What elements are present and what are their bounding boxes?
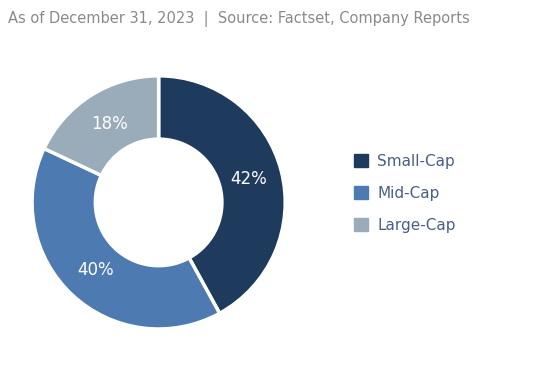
Text: 42%: 42% <box>230 170 266 188</box>
Wedge shape <box>32 149 219 329</box>
Text: 40%: 40% <box>77 261 114 279</box>
Text: 18%: 18% <box>91 116 127 133</box>
Text: As of December 31, 2023  |  Source: Factset, Company Reports: As of December 31, 2023 | Source: Factse… <box>8 11 470 27</box>
Wedge shape <box>44 76 159 176</box>
Legend: Small-Cap, Mid-Cap, Large-Cap: Small-Cap, Mid-Cap, Large-Cap <box>347 146 463 240</box>
Wedge shape <box>159 76 285 313</box>
